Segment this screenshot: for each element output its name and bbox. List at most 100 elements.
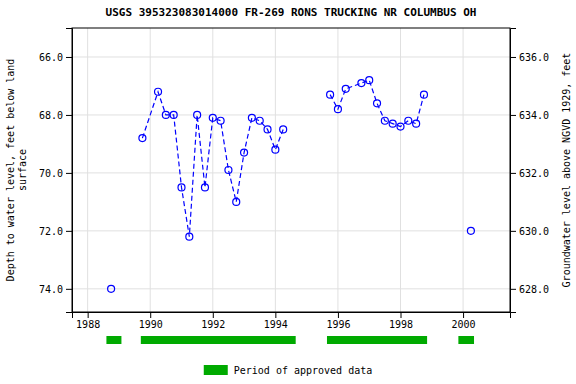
point xyxy=(256,117,263,124)
point xyxy=(280,126,287,133)
tick-label: 634.0 xyxy=(519,110,549,121)
point xyxy=(381,117,388,124)
legend-label: Period of approved data xyxy=(234,365,372,376)
tick: 1996 xyxy=(326,312,350,330)
axis-line xyxy=(511,29,517,313)
tick-mark xyxy=(463,312,464,318)
tick: 2000 xyxy=(452,312,476,330)
data-area xyxy=(108,77,475,293)
point xyxy=(178,184,185,191)
tick-mark xyxy=(510,115,516,116)
point xyxy=(162,111,169,118)
point xyxy=(366,77,373,84)
tick-label: 636.0 xyxy=(519,52,549,63)
point xyxy=(225,167,232,174)
point xyxy=(467,227,474,234)
tick: 1998 xyxy=(389,312,413,330)
point xyxy=(241,149,248,156)
tick-mark xyxy=(401,312,402,318)
grid-line-y xyxy=(72,56,510,57)
tick-mark xyxy=(66,115,72,116)
tick-label: 632.0 xyxy=(519,168,549,179)
tick-label: 66.0 xyxy=(39,52,63,63)
tick-mark xyxy=(66,231,72,232)
tick: 1994 xyxy=(264,312,288,330)
tick-mark xyxy=(66,289,72,290)
approved-span xyxy=(106,336,121,344)
point xyxy=(170,111,177,118)
series xyxy=(467,227,474,234)
series xyxy=(139,88,287,240)
tick-mark xyxy=(88,312,89,318)
point xyxy=(248,114,255,121)
point xyxy=(155,88,162,95)
tick: 72.0 xyxy=(39,226,72,237)
grid-line-x xyxy=(212,28,213,312)
tick: 634.0 xyxy=(510,110,549,121)
grid-line-x xyxy=(87,28,88,312)
series xyxy=(327,77,428,130)
y2-axis-title: Groundwater level above NGVD 1929, feet xyxy=(561,53,572,288)
point xyxy=(397,123,404,130)
point xyxy=(264,126,271,133)
grid xyxy=(72,28,510,312)
tick-mark xyxy=(510,57,516,58)
tick-label: 1996 xyxy=(326,319,350,330)
tick-label: 628.0 xyxy=(519,284,549,295)
tick: 636.0 xyxy=(510,52,549,63)
point xyxy=(139,135,146,142)
tick: 74.0 xyxy=(39,284,72,295)
point xyxy=(405,117,412,124)
tick-label: 70.0 xyxy=(39,168,63,179)
point xyxy=(108,285,115,292)
tick-mark xyxy=(66,57,72,58)
tick: 1992 xyxy=(201,312,225,330)
tick-mark xyxy=(66,173,72,174)
point xyxy=(334,106,341,113)
plot-frame xyxy=(72,28,510,312)
point xyxy=(194,111,201,118)
tick-label: 1990 xyxy=(139,319,163,330)
spans xyxy=(106,336,474,344)
grid-line-x xyxy=(275,28,276,312)
tick-label: 1988 xyxy=(76,319,100,330)
grid-line-y xyxy=(72,230,510,231)
tick: 66.0 xyxy=(39,52,72,63)
point xyxy=(217,117,224,124)
y-axis: 66.0 68.0 70.0 72.0 74.0 xyxy=(39,29,73,313)
legend-swatch xyxy=(204,365,228,375)
tick-label: 74.0 xyxy=(39,284,63,295)
point xyxy=(374,100,381,107)
approved-span xyxy=(458,336,474,344)
point xyxy=(389,120,396,127)
tick: 1990 xyxy=(139,312,163,330)
y2-axis: 636.0 634.0 632.0 630.0 628.0 xyxy=(510,29,549,313)
point xyxy=(201,184,208,191)
approved-span xyxy=(141,336,296,344)
tick-label: 72.0 xyxy=(39,226,63,237)
grid-line-x xyxy=(400,28,401,312)
point xyxy=(209,114,216,121)
tick-label: 2000 xyxy=(452,319,476,330)
tick-mark xyxy=(338,312,339,318)
axis-line xyxy=(73,313,511,319)
legend: Period of approved data xyxy=(204,365,372,376)
tick-label: 1994 xyxy=(264,319,288,330)
point xyxy=(358,80,365,87)
tick-label: 68.0 xyxy=(39,110,63,121)
tick-mark xyxy=(510,173,516,174)
approved-span xyxy=(327,336,427,344)
point xyxy=(413,120,420,127)
tick: 630.0 xyxy=(510,226,549,237)
tick-mark xyxy=(275,312,276,318)
tick: 68.0 xyxy=(39,110,72,121)
tick-mark xyxy=(510,231,516,232)
grid-line-y xyxy=(72,114,510,115)
point xyxy=(272,146,279,153)
y-axis-title: Depth to water level, feet below landsur… xyxy=(5,59,28,282)
grid-line-y xyxy=(72,172,510,173)
grid-line-x xyxy=(337,28,338,312)
line xyxy=(142,92,283,237)
grid-line-x xyxy=(463,28,464,312)
point xyxy=(233,198,240,205)
